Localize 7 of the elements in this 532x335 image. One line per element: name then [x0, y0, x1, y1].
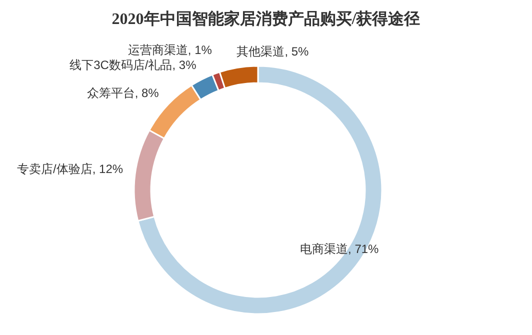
slice-label: 众筹平台, 8%: [86, 86, 160, 100]
slice-label: 线下3C数码店/礼品, 3%: [70, 58, 197, 72]
chart-title: 2020年中国智能家居消费产品购买/获得途径: [112, 9, 420, 28]
slice-label: 专卖店/体验店, 12%: [17, 162, 124, 176]
slice-label: 运营商渠道, 1%: [128, 42, 212, 57]
slice-label: 其他渠道, 5%: [236, 44, 310, 59]
slice-label: 电商渠道, 71%: [300, 242, 380, 256]
